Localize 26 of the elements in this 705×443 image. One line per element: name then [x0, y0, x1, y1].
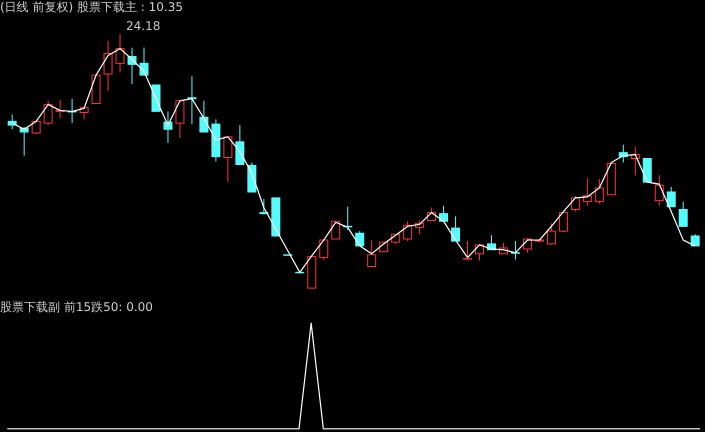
candlestick	[510, 240, 520, 260]
chart-title: (日线 前复权) 股票下载主 : 10.35	[0, 0, 184, 14]
candlestick	[259, 198, 268, 215]
candlestick	[463, 240, 472, 260]
candlestick	[199, 100, 208, 133]
candlestick	[319, 240, 328, 260]
candlestick	[654, 174, 664, 206]
candlestick	[44, 100, 53, 126]
candlestick	[116, 33, 125, 73]
candlestick	[558, 212, 568, 233]
candlestick	[367, 240, 376, 267]
candlestick	[331, 220, 340, 240]
candlestick	[355, 230, 364, 246]
candlestick	[235, 124, 244, 166]
candlestick	[546, 222, 556, 246]
candlestick	[439, 205, 448, 222]
candlestick	[32, 120, 41, 135]
candlestick	[175, 100, 184, 138]
candlestick	[678, 201, 688, 227]
candlestick	[666, 186, 676, 208]
candlestick	[104, 40, 113, 92]
candlestick	[403, 220, 412, 242]
candlestick	[223, 136, 232, 183]
candlestick	[594, 178, 604, 204]
chart-title: 股票下载副 前15跌50: 0.00	[0, 300, 153, 314]
text: 24.18	[126, 18, 160, 33]
